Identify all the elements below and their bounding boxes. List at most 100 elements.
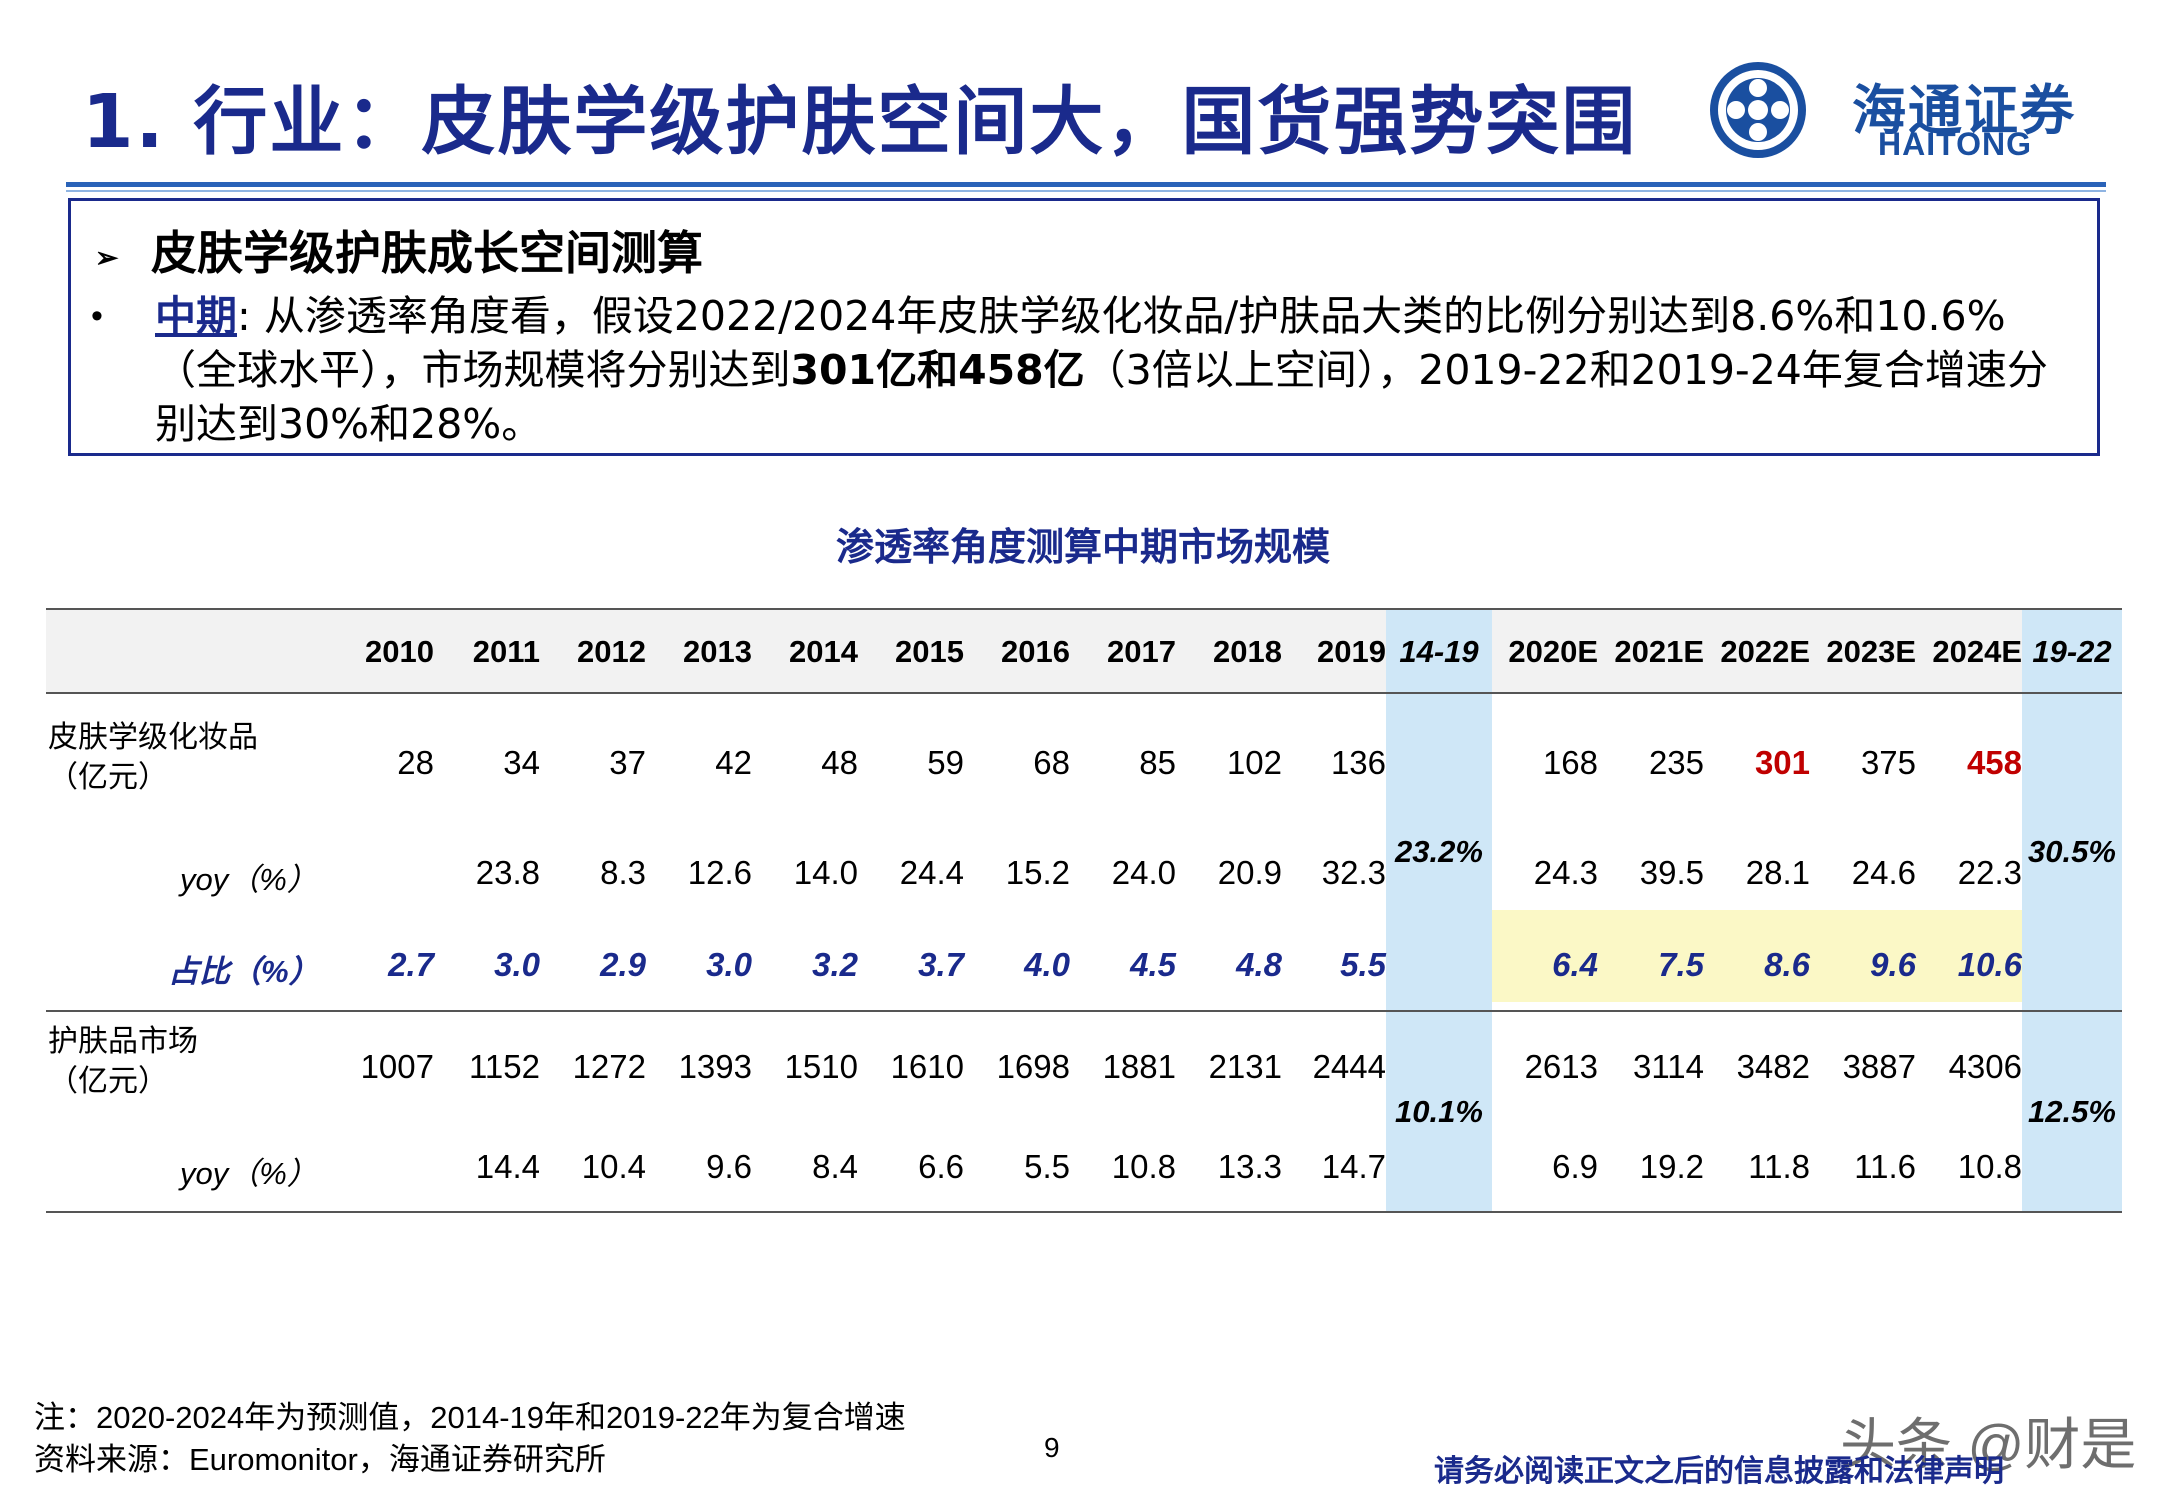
table-cell: 3.0 (494, 946, 540, 983)
table-cell-forecast: 19.2 (1639, 1148, 1704, 1185)
table-cell: 8.3 (600, 854, 646, 891)
table-cell: 85 (1139, 744, 1176, 781)
table-cell-forecast: 6.9 (1552, 1148, 1598, 1185)
table-cell: 68 (1033, 744, 1070, 781)
footnote: 注：2020-2024年为预测值，2014-19年和2019-22年为复合增速 (34, 1400, 906, 1435)
source-note: 资料来源：Euromonitor，海通证券研究所 (34, 1442, 606, 1477)
disclaimer: 请务必阅读正文之后的信息披露和法律声明 (1434, 1454, 2004, 1489)
table-cell: 20.9 (1217, 854, 1282, 891)
table-cell-forecast: 6.4 (1552, 946, 1598, 983)
header-divider (66, 182, 2106, 187)
column-header-year: 2011 (472, 634, 540, 669)
table-cell-forecast: 39.5 (1639, 854, 1704, 891)
table-cell-forecast: 3482 (1736, 1048, 1810, 1085)
table-cell: 1510 (784, 1048, 858, 1085)
table-cell: 14.0 (793, 854, 858, 891)
table-cell: 1272 (572, 1048, 646, 1085)
table-cell: 14.4 (475, 1148, 540, 1185)
table-cell: 136 (1330, 744, 1386, 781)
summary-paragraph: 中期: 从渗透率角度看，假设2022/2024年皮肤学级化妆品/护肤品大类的比例… (155, 289, 2075, 451)
table-cell: 6.6 (918, 1148, 964, 1185)
table-header-background (46, 608, 2122, 692)
table-cell: 102 (1226, 744, 1282, 781)
watermark: 头条 @财是 (1840, 1413, 2137, 1476)
table-cell: 5.5 (1024, 1148, 1070, 1185)
table-cell-forecast: 375 (1860, 744, 1916, 781)
row-label-derma-unit: （亿元） (48, 760, 168, 795)
table-cell-forecast: 301 (1754, 744, 1810, 781)
table-cell: 4.5 (1130, 946, 1176, 983)
table-cell: 1393 (678, 1048, 752, 1085)
table-cell-forecast: 4306 (1948, 1048, 2022, 1085)
header-divider-thin (66, 190, 2106, 192)
summary-text-a: : 从渗透率角度看，假设2022/2024年皮肤学级化妆品/护肤品大类的比例分别… (155, 292, 2006, 394)
cagr-14-19-column (1386, 608, 1492, 1213)
table-cell: 10.8 (1111, 1148, 1176, 1185)
table-cell: 3.0 (706, 946, 752, 983)
haitong-emblem-icon (1710, 62, 1806, 158)
table-cell: 9.6 (706, 1148, 752, 1185)
table-cell: 24.0 (1111, 854, 1176, 891)
column-header-forecast-year: 2023E (1826, 634, 1916, 669)
table-cell: 2.7 (388, 946, 434, 983)
table-cell: 1698 (996, 1048, 1070, 1085)
column-header-year: 2017 (1107, 634, 1176, 669)
table-cell: 23.8 (475, 854, 540, 891)
table-cell-forecast: 3887 (1842, 1048, 1916, 1085)
table-cell: 15.2 (1005, 854, 1070, 891)
table-cell: 48 (821, 744, 858, 781)
summary-bold-figures: 301亿和458亿 (790, 346, 1085, 394)
forecast-share-highlight (1492, 910, 2022, 1002)
table-cell: 3.7 (918, 946, 964, 983)
table-cell-forecast: 24.6 (1851, 854, 1916, 891)
column-header-year: 2015 (895, 634, 964, 669)
table-cell: 32.3 (1321, 854, 1386, 891)
column-header-year: 2016 (1001, 634, 1070, 669)
table-title: 渗透率角度测算中期市场规模 (835, 524, 1330, 569)
summary-keyword: 中期 (155, 292, 237, 340)
table-top-rule (46, 608, 2122, 610)
cagr-skincare-19-22: 12.5% (2028, 1094, 2116, 1129)
table-cell-forecast: 24.3 (1533, 854, 1598, 891)
table-cell-forecast: 10.8 (1957, 1148, 2022, 1185)
summary-text-b: （3倍以上空间），2019-22和2019-24年复合增速分别达到30%和28%… (155, 346, 2048, 448)
column-header-forecast-year: 2020E (1508, 634, 1598, 669)
table-cell-forecast: 3114 (1633, 1048, 1704, 1085)
market-size-table: 2010 2011 2012 2013 2014 2015 2016 2017 2018 2019… (46, 608, 2122, 1213)
table-cell-forecast: 458 (1966, 744, 2022, 781)
row-label-skincare: 护肤品市场 (48, 1024, 198, 1059)
table-cell-forecast: 9.6 (1870, 946, 1916, 983)
column-header-year: 2012 (577, 634, 646, 669)
row-label-skincare-unit: （亿元） (48, 1064, 168, 1099)
table-mid-rule (46, 1010, 2122, 1012)
column-header-cagr-19-22: 19-22 (2032, 634, 2112, 669)
table-cell: 13.3 (1217, 1148, 1282, 1185)
table-cell: 42 (715, 744, 752, 781)
table-cell: 12.6 (687, 854, 752, 891)
summary-heading: ➢ 皮肤学级护肤成长空间测算 (95, 217, 703, 283)
column-header-year: 2019 (1317, 634, 1386, 669)
table-cell: 1152 (469, 1048, 540, 1085)
table-cell-forecast: 10.6 (1957, 946, 2022, 983)
table-cell: 59 (927, 744, 964, 781)
table-cell: 3.2 (812, 946, 858, 983)
table-cell: 5.5 (1340, 946, 1386, 983)
table-cell-forecast: 11.6 (1854, 1148, 1916, 1185)
table-cell-forecast: 235 (1648, 744, 1704, 781)
table-cell-forecast: 7.5 (1658, 946, 1704, 983)
table-cell: 37 (609, 744, 646, 781)
row-label-share: 占比（%） (168, 954, 320, 989)
table-cell-forecast: 22.3 (1957, 854, 2022, 891)
table-cell-forecast: 11.8 (1748, 1148, 1810, 1185)
haitong-logo: 海通证券 HAITONG (1706, 58, 2106, 168)
cagr-derma-14-19: 23.2% (1395, 834, 1483, 869)
table-cell: 34 (503, 744, 540, 781)
table-cell: 4.8 (1236, 946, 1282, 983)
table-cell: 10.4 (581, 1148, 646, 1185)
table-cell: 14.7 (1321, 1148, 1386, 1185)
summary-box: ➢ 皮肤学级护肤成长空间测算 • 中期: 从渗透率角度看，假设2022/2024年… (68, 198, 2100, 456)
row-label-derma-yoy: yoy（%） (180, 862, 318, 897)
cagr-derma-19-22: 30.5% (2028, 834, 2116, 869)
column-header-forecast-year: 2024E (1932, 634, 2022, 669)
column-header-year: 2014 (789, 634, 858, 669)
